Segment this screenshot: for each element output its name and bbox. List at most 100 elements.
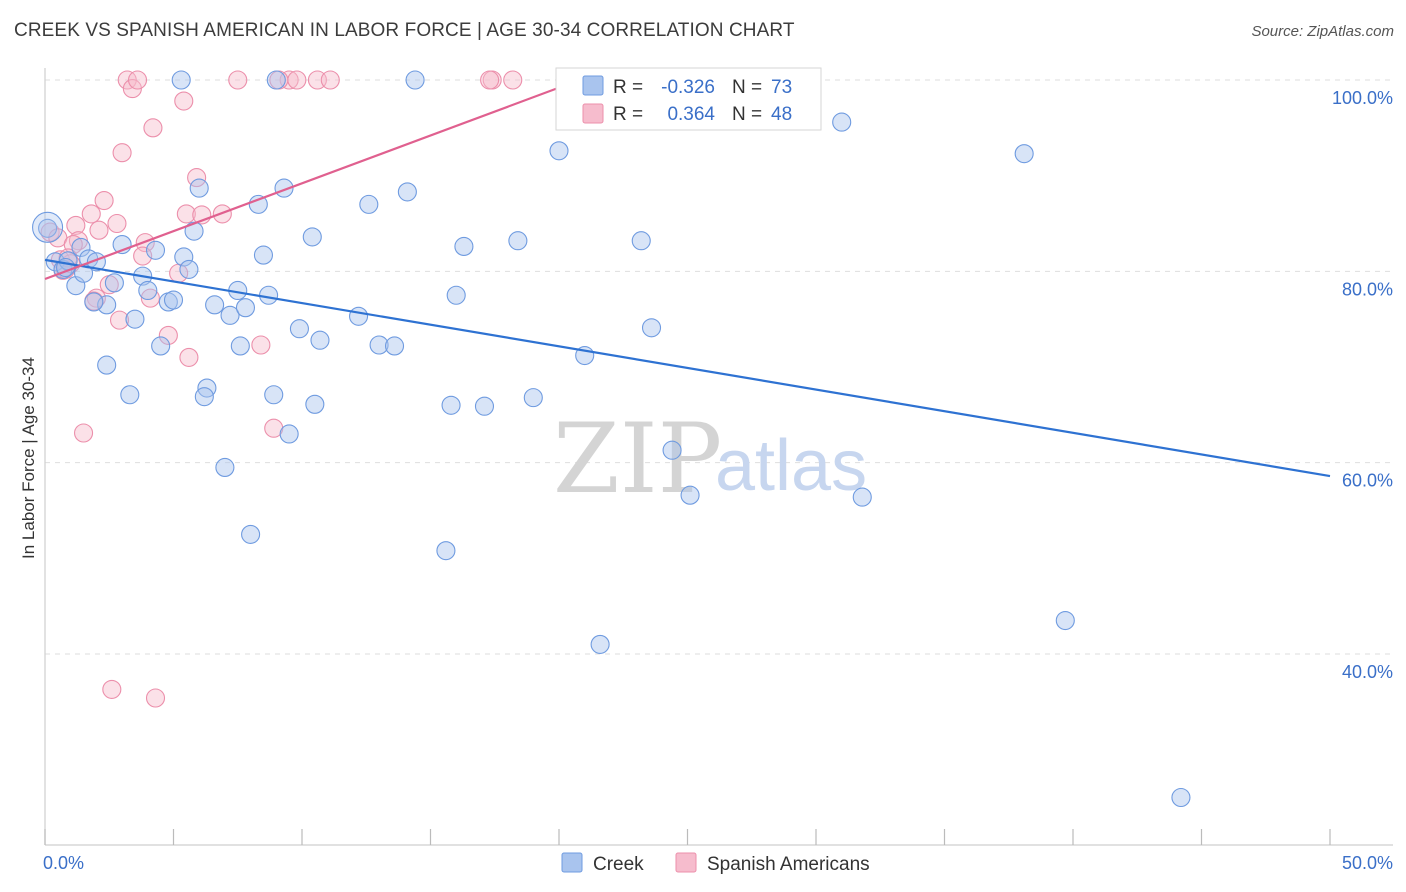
spanish-point: [133, 246, 153, 266]
spanish-point: [140, 288, 160, 308]
spanish-point: [179, 347, 199, 367]
spanish-point: [81, 204, 101, 224]
bottom-legend-creek: Creek: [593, 854, 644, 875]
y-tick-label: 40.0%: [1342, 662, 1393, 682]
spanish-point: [89, 220, 109, 240]
legend-r-label-spanish: R =: [613, 104, 643, 125]
spanish-point: [143, 118, 163, 138]
creek-point: [397, 182, 417, 202]
creek-point: [84, 292, 104, 312]
legend-box: R = -0.326 N = 73 R = 0.364 N = 48: [555, 67, 822, 131]
creek-point: [184, 221, 204, 241]
watermark-zip: ZIP: [553, 403, 722, 515]
creek-point: [163, 290, 184, 310]
legend-n-value-spanish: 48: [771, 104, 792, 125]
creek-point: [1055, 610, 1075, 631]
creek-point: [384, 336, 405, 356]
spanish-point: [145, 688, 166, 708]
creek-point: [369, 335, 389, 355]
creek-point: [125, 309, 145, 329]
creek-point: [508, 231, 528, 251]
creek-point: [289, 319, 309, 339]
bottom-legend-spanish: Spanish Americans: [707, 854, 870, 875]
bottom-legend-swatch-spanish: [675, 852, 697, 873]
creek-point: [631, 231, 651, 251]
y-tick-label: 100.0%: [1332, 88, 1393, 108]
spanish-point: [112, 143, 132, 163]
spanish-point: [176, 204, 196, 224]
spanish-point: [251, 335, 271, 355]
creek-point: [549, 141, 569, 161]
tick-labels: 40.0% 60.0% 80.0% 100.0% 0.0% 50.0%: [43, 88, 1393, 873]
creek-point: [446, 285, 466, 305]
spanish-point: [107, 213, 127, 234]
creek-point: [215, 457, 235, 478]
spanish-point: [503, 70, 523, 90]
creek-point: [590, 634, 610, 654]
creek-point: [71, 237, 91, 257]
creek-point: [523, 388, 543, 408]
creek-point: [194, 387, 214, 407]
creek-point: [174, 247, 194, 267]
creek-point: [145, 240, 166, 260]
legend-r-label-creek: R =: [613, 77, 643, 98]
creek-point: [454, 236, 474, 257]
creek-point: [279, 424, 299, 444]
spanish-trend-line: [44, 78, 580, 281]
y-tick-label: 80.0%: [1342, 279, 1393, 299]
creek-point: [220, 305, 240, 325]
creek-point: [832, 112, 852, 132]
legend-n-value-creek: 73: [771, 77, 792, 98]
series-creek: [32, 70, 1191, 808]
creek-point: [405, 70, 425, 90]
creek-point: [248, 194, 268, 214]
creek-point: [1171, 787, 1191, 808]
creek-point: [305, 394, 325, 414]
creek-point: [241, 524, 261, 544]
y-axis-label: In Labor Force | Age 30-34: [19, 357, 38, 559]
creek-point: [852, 487, 872, 507]
creek-point: [230, 336, 250, 356]
creek-point: [474, 396, 495, 416]
creek-point: [680, 485, 700, 505]
spanish-point: [320, 70, 340, 90]
creek-point: [151, 336, 171, 356]
legend-n-label-creek: N =: [732, 77, 762, 98]
source-label: Source: ZipAtlas.com: [1251, 23, 1394, 40]
spanish-point: [74, 423, 94, 443]
spanish-point: [109, 310, 130, 330]
legend-r-value-creek: -0.326: [661, 77, 715, 98]
creek-point: [189, 178, 209, 198]
spanish-point: [102, 679, 122, 699]
creek-point: [266, 70, 286, 90]
spanish-point: [94, 190, 114, 211]
creek-point: [302, 227, 322, 247]
creek-point: [179, 259, 199, 279]
creek-point: [138, 280, 158, 301]
creek-point: [1014, 144, 1034, 164]
spanish-point: [158, 325, 178, 345]
creek-point: [310, 330, 330, 350]
creek-point: [359, 194, 379, 214]
watermark-atlas: atlas: [715, 426, 867, 506]
spanish-point: [480, 70, 500, 90]
legend-n-label-spanish: N =: [732, 104, 762, 125]
creek-point: [205, 295, 225, 315]
creek-point: [662, 440, 682, 460]
legend-r-value-spanish: 0.364: [667, 104, 715, 125]
spanish-point: [174, 91, 194, 111]
bottom-legend-swatch-creek: [561, 852, 583, 873]
creek-point: [38, 218, 58, 238]
x-tick-label-max: 50.0%: [1342, 853, 1393, 873]
x-tick-label-min: 0.0%: [43, 853, 84, 873]
creek-point: [253, 245, 274, 265]
creek-point: [264, 385, 284, 405]
trend-lines: [44, 78, 1331, 478]
grid-lines: [45, 79, 1393, 655]
axes: [44, 68, 1393, 846]
spanish-point: [228, 70, 248, 90]
spanish-point: [287, 70, 307, 90]
creek-point: [441, 395, 461, 415]
creek-point: [171, 70, 191, 90]
chart-title: CREEK VS SPANISH AMERICAN IN LABOR FORCE…: [14, 20, 795, 41]
